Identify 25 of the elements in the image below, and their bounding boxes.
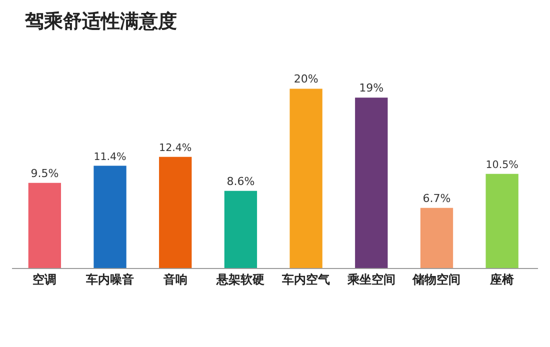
data-label: 11.4% (94, 150, 127, 163)
x-tick-label: 车内空气 (281, 272, 330, 286)
bar (159, 156, 192, 268)
data-label: 19% (359, 82, 384, 95)
x-tick-label: 乘坐空间 (346, 272, 396, 286)
x-tick-label: 空调 (32, 272, 57, 286)
x-tick-label: 座椅 (489, 272, 514, 286)
bar (420, 208, 454, 268)
x-tick-label: 音响 (162, 272, 188, 286)
data-label: 12.4% (159, 142, 192, 154)
bar (290, 88, 322, 268)
bar (486, 174, 518, 268)
x-tick-label: 车内噪音 (85, 272, 134, 286)
bar (28, 182, 62, 268)
data-label: 20% (294, 72, 318, 86)
data-label: 6.7% (422, 192, 451, 205)
data-label: 10.5% (486, 159, 519, 172)
chart-title: 驾乘舒适性满意度 (24, 10, 177, 32)
bar (224, 190, 258, 268)
x-tick-label: 悬架软硬 (216, 272, 265, 286)
data-label: 9.5% (30, 166, 59, 180)
bar (94, 166, 126, 268)
bar (355, 98, 388, 268)
x-tick-label: 储物空间 (412, 272, 461, 286)
data-label: 8.6% (226, 174, 255, 188)
